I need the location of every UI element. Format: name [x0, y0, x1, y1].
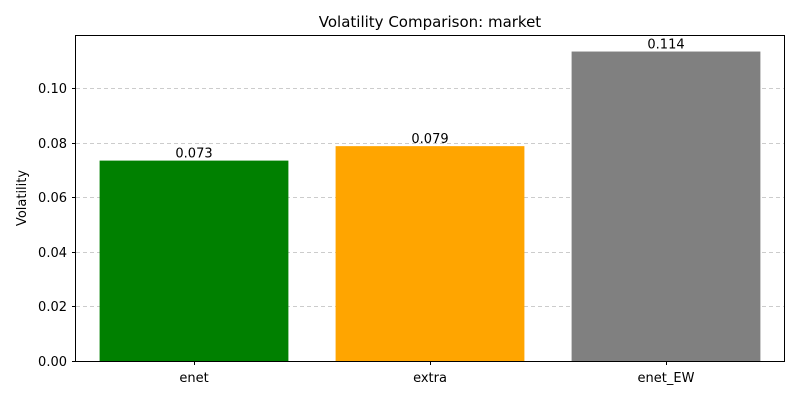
y-tick-label: 0.04 — [38, 246, 67, 261]
y-tick-label: 0.10 — [38, 82, 67, 97]
bars — [99, 51, 761, 361]
y-tick-label: 0.08 — [38, 137, 67, 152]
y-axis-label: Volatility — [15, 170, 30, 226]
bar-enet — [99, 160, 289, 361]
x-tick-label: extra — [413, 371, 447, 386]
x-tick-label: enet_EW — [638, 371, 695, 386]
y-tick-label: 0.00 — [38, 355, 67, 370]
x-tick-label: enet — [179, 371, 208, 386]
bar-value-label: 0.073 — [175, 147, 212, 162]
bar-value-label: 0.114 — [647, 38, 684, 53]
axes: 0.00 0.02 0.04 0.06 0.08 0.10 enet extra enet_EW — [38, 82, 695, 386]
bar-extra — [335, 146, 525, 361]
bar-value-label: 0.079 — [411, 132, 448, 147]
bar-value-labels: 0.073 0.079 0.114 — [175, 38, 684, 162]
bar-enet_EW — [571, 51, 761, 361]
plot-frame — [75, 35, 785, 362]
chart-title: Volatility Comparison: market — [319, 13, 542, 31]
y-tick-label: 0.02 — [38, 300, 67, 315]
y-tick-label: 0.06 — [38, 191, 67, 206]
